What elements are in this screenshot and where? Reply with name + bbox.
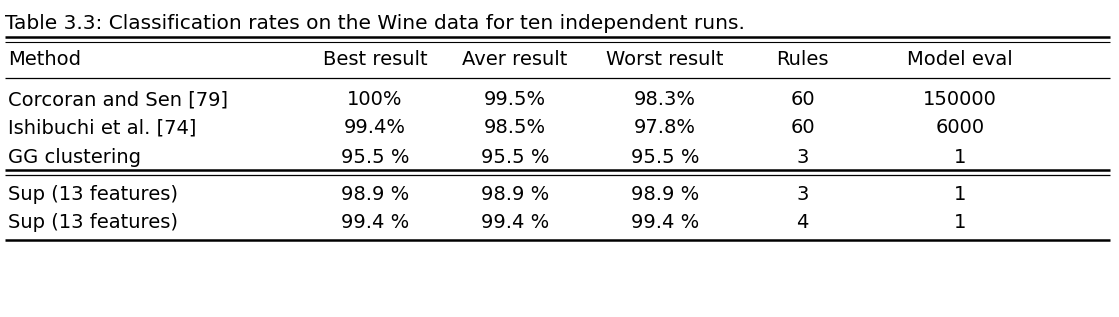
Text: 99.4 %: 99.4 % — [631, 213, 699, 232]
Text: Method: Method — [8, 50, 81, 69]
Text: 3: 3 — [797, 148, 809, 167]
Text: 95.5 %: 95.5 % — [481, 148, 549, 167]
Text: Table 3.3: Classification rates on the Wine data for ten independent runs.: Table 3.3: Classification rates on the W… — [4, 14, 745, 33]
Text: Corcoran and Sen [79]: Corcoran and Sen [79] — [8, 90, 228, 109]
Text: 95.5 %: 95.5 % — [631, 148, 699, 167]
Text: 150000: 150000 — [923, 90, 997, 109]
Text: 1: 1 — [953, 213, 966, 232]
Text: 99.4 %: 99.4 % — [481, 213, 549, 232]
Text: 99.4%: 99.4% — [344, 118, 406, 137]
Text: 98.5%: 98.5% — [483, 118, 546, 137]
Text: 97.8%: 97.8% — [634, 118, 696, 137]
Text: 4: 4 — [797, 213, 809, 232]
Text: 100%: 100% — [347, 90, 403, 109]
Text: 60: 60 — [790, 90, 815, 109]
Text: Sup (13 features): Sup (13 features) — [8, 213, 178, 232]
Text: 98.9 %: 98.9 % — [481, 185, 549, 204]
Text: Worst result: Worst result — [606, 50, 724, 69]
Text: Sup (13 features): Sup (13 features) — [8, 185, 178, 204]
Text: Aver result: Aver result — [462, 50, 567, 69]
Text: 3: 3 — [797, 185, 809, 204]
Text: Rules: Rules — [777, 50, 829, 69]
Text: 6000: 6000 — [935, 118, 985, 137]
Text: 95.5 %: 95.5 % — [341, 148, 410, 167]
Text: 99.5%: 99.5% — [483, 90, 546, 109]
Text: 1: 1 — [953, 185, 966, 204]
Text: 98.9 %: 98.9 % — [631, 185, 699, 204]
Text: 60: 60 — [790, 118, 815, 137]
Text: GG clustering: GG clustering — [8, 148, 141, 167]
Text: 99.4 %: 99.4 % — [341, 213, 410, 232]
Text: 98.3%: 98.3% — [634, 90, 696, 109]
Text: Model eval: Model eval — [908, 50, 1013, 69]
Text: Ishibuchi et al. [74]: Ishibuchi et al. [74] — [8, 118, 196, 137]
Text: 98.9 %: 98.9 % — [341, 185, 410, 204]
Text: 1: 1 — [953, 148, 966, 167]
Text: Best result: Best result — [322, 50, 427, 69]
